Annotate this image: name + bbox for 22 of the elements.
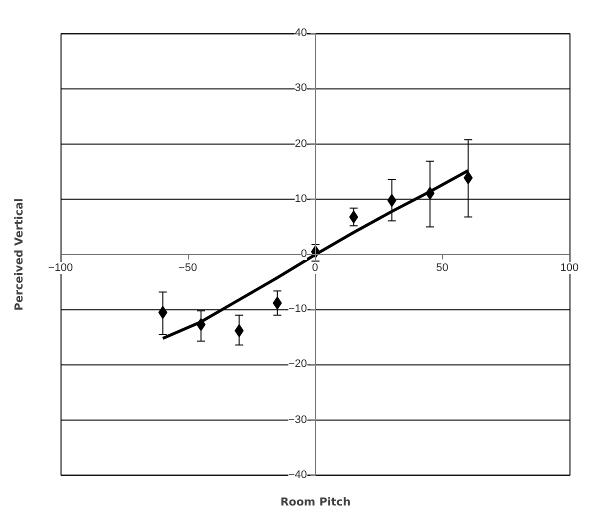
x-tick-label: 50 [436,262,448,274]
x-tick-label: −50 [178,262,198,274]
y-tick-label: 0 [300,248,307,260]
y-tick-label: 10 [294,192,307,205]
point [272,296,282,310]
y-axis-title: Perceived Vertical [12,198,26,311]
y-tick-label: −30 [288,414,307,426]
point [387,194,396,207]
point [349,210,358,224]
x-tick-label: 0 [312,262,318,274]
y-tick-label: 30 [294,82,307,94]
x-tick-label: 100 [560,262,579,274]
x-axis-title: Room Pitch [280,496,351,508]
x-tick-label: −100 [48,262,73,274]
point [158,306,168,319]
y-tick-label: −40 [288,468,307,481]
y-tick-label: −10 [288,303,307,316]
point [464,171,473,184]
y-tick-label: 20 [294,138,307,150]
point [234,324,244,338]
y-tick-label: −20 [288,358,307,370]
y-tick-label: 40 [294,27,307,40]
